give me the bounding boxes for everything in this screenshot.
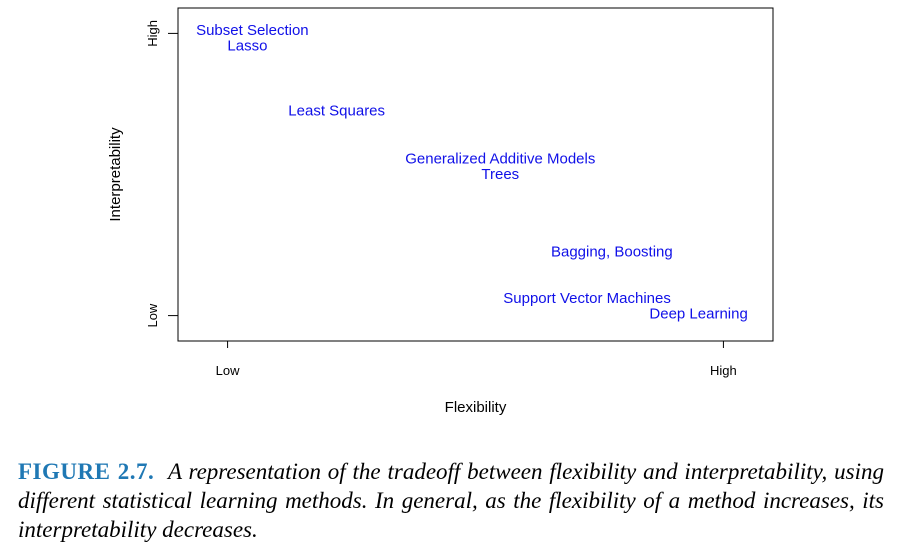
method-label: Trees — [481, 166, 519, 183]
figure-number: FIGURE 2.7. — [18, 459, 155, 484]
method-label: Subset Selection — [196, 22, 309, 39]
x-axis: Low High — [216, 341, 737, 378]
method-label: Bagging, Boosting — [551, 244, 673, 261]
y-axis-label: Interpretability — [107, 127, 124, 222]
method-label: Lasso — [227, 38, 267, 55]
y-tick-label: Low — [145, 303, 160, 327]
method-label: Generalized Additive Models — [405, 150, 595, 167]
method-label: Least Squares — [288, 103, 385, 120]
x-axis-label: Flexibility — [445, 399, 507, 416]
x-tick-label: Low — [216, 363, 240, 378]
method-label: Support Vector Machines — [503, 290, 671, 307]
x-tick-label: High — [710, 363, 737, 378]
plot-frame — [177, 7, 774, 342]
y-tick-label: High — [145, 20, 160, 47]
y-axis: Low High — [145, 20, 178, 328]
method-label: Deep Learning — [649, 306, 747, 323]
caption-text: A representation of the tradeoff between… — [18, 459, 884, 542]
figure-caption: FIGURE 2.7. A representation of the trad… — [18, 457, 884, 544]
